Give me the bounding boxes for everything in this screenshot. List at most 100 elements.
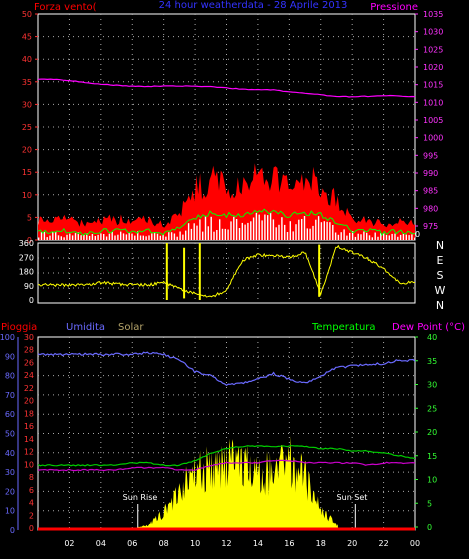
pressure-tick-label: 1015 [423, 81, 443, 90]
wind-speed-bar [326, 221, 328, 240]
wind-speed-bar [349, 232, 351, 240]
wind-speed-bar [233, 216, 235, 240]
wind-speed-bar [103, 234, 105, 240]
wind-speed-bar [105, 236, 108, 240]
solar-axis-label: Solar [118, 322, 144, 333]
temp-tick-label: 30 [427, 381, 437, 390]
humidity-tick-label: 0 [10, 526, 15, 535]
direction-tick-label: 0 [29, 296, 34, 305]
compass-label: S [437, 269, 444, 282]
wind-speed-bar [91, 234, 94, 240]
x-tick-label-bottom: 06 [127, 539, 137, 548]
wind-speed-bar [399, 234, 402, 240]
rain-tick-label: 16 [24, 422, 34, 431]
x-tick-label-bottom: 10 [190, 539, 200, 548]
sun-rise-label: Sun Rise [123, 493, 158, 502]
wind-speed-bar [142, 235, 144, 240]
wind-speed-bar [334, 232, 337, 240]
x-tick-label-bottom: 04 [96, 539, 106, 548]
humidity-line [37, 351, 416, 387]
wind-speed-bar [351, 231, 354, 240]
wind-tick-label: 5 [27, 213, 32, 222]
wind-speed-bar [343, 229, 345, 240]
wind-speed-bar [221, 228, 224, 240]
wind-speed-bar [162, 234, 164, 240]
pressure-tick-label: 990 [423, 169, 438, 178]
pressure-line [37, 78, 416, 98]
wind-speed-bar [286, 232, 289, 240]
wind-speed-bar [224, 228, 226, 240]
wind-speed-bar [380, 233, 382, 240]
temp-axis-label: Temperatura [311, 322, 376, 333]
humidity-tick-label: 90 [5, 352, 15, 361]
wind-tick-label: 50 [22, 10, 32, 19]
x-tick-label-bottom: 16 [284, 539, 294, 548]
wind-speed-bar [397, 236, 399, 240]
rain-tick-label: 24 [24, 371, 34, 380]
wind-speed-bar [357, 233, 359, 240]
direction-tick-label: 180 [19, 268, 34, 277]
wind-speed-bar [255, 212, 258, 240]
temp-tick-label: 25 [427, 404, 437, 413]
wind-speed-bar [40, 232, 43, 240]
wind-speed-bar [159, 235, 161, 240]
wind-speed-bar [264, 214, 266, 240]
wind-speed-bar [122, 233, 125, 240]
wind-speed-bar [374, 232, 376, 240]
wind-speed-bar [196, 225, 198, 240]
dewpoint-line [37, 459, 416, 472]
wind-speed-bar [267, 215, 269, 240]
wind-speed-bar [414, 237, 416, 240]
rain-tick-label: 8 [29, 473, 34, 482]
wind-speed-bar [309, 228, 311, 240]
wind-speed-bar [383, 233, 385, 240]
wind-speed-bar [405, 234, 407, 240]
wind-speed-bar [210, 216, 212, 240]
pressure-tick-label: 1035 [423, 10, 443, 19]
wind-speed-bar [411, 234, 413, 240]
direction-tick-label: 270 [19, 253, 34, 262]
wind-speed-bar [340, 232, 342, 240]
wind-speed-bar [69, 233, 71, 240]
wind-speed-bar [202, 231, 204, 240]
wind-speed-bar [190, 228, 193, 240]
humidity-tick-label: 40 [5, 449, 15, 458]
x-tick-label-bottom: 14 [253, 539, 263, 548]
wind-speed-bar [301, 219, 303, 240]
wind-speed-bar [303, 216, 306, 240]
pressure-tick-label: 985 [423, 187, 438, 196]
x-tick-label-bottom: 02 [64, 539, 74, 548]
x-tick-label-bottom: 18 [316, 539, 326, 548]
wind-gust-area [38, 163, 415, 240]
wind-speed-bar [402, 233, 405, 240]
wind-speed-bar [312, 225, 314, 240]
rain-tick-label: 26 [24, 358, 34, 367]
wind-speed-bar [170, 232, 173, 240]
pressure-axis-label: Pressione [370, 2, 418, 13]
direction-tick-label: 90 [24, 282, 34, 291]
wind-speed-bar [128, 232, 130, 240]
wind-avg-line [37, 208, 416, 237]
wind-speed-bar [125, 234, 128, 240]
pressure-tick-label: 1005 [423, 116, 443, 125]
wind-tick-label: 45 [22, 33, 32, 42]
wind-speed-bar [86, 233, 88, 240]
wind-speed-bar [354, 236, 357, 240]
wind-speed-bar [74, 233, 77, 240]
wind-speed-bar [247, 222, 249, 240]
humidity-tick-label: 30 [5, 468, 15, 477]
wind-speed-bar [252, 217, 255, 240]
wind-tick-label: 40 [22, 55, 32, 64]
wind-speed-bar [100, 233, 102, 240]
wind-speed-bar [179, 231, 181, 240]
wind-tick-label: 15 [22, 168, 32, 177]
wind-speed-bar [371, 237, 373, 240]
rain-tick-label: 2 [29, 511, 34, 520]
wind-speed-bar [323, 221, 325, 240]
humidity-tick-label: 50 [5, 430, 15, 439]
wind-speed-bar [315, 219, 317, 240]
wind-speed-bar [241, 222, 243, 240]
wind-axis-label: Forza vento( [34, 2, 97, 13]
rain-tick-label: 0 [29, 524, 34, 533]
wind-speed-bar [151, 233, 153, 240]
